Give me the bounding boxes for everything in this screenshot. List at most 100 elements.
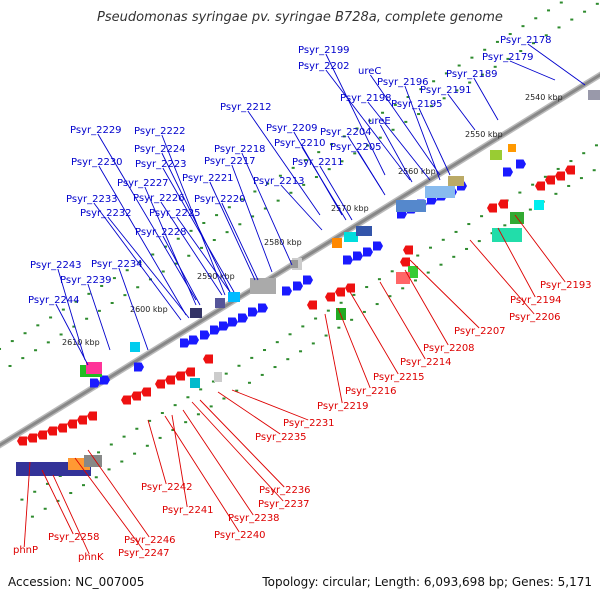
ruler-tick xyxy=(317,151,321,154)
ruler-tick xyxy=(240,198,244,201)
ruler-tick xyxy=(120,460,124,463)
ruler-tick xyxy=(196,413,200,416)
ruler-tick xyxy=(46,341,50,344)
ruler-tick xyxy=(250,356,254,359)
reverse-gene-arrow xyxy=(155,379,165,389)
forward-gene-arrow xyxy=(238,313,248,323)
gene-feature-block xyxy=(215,298,225,308)
ruler-tick xyxy=(109,443,113,446)
ruler-tick xyxy=(184,421,188,424)
ruler-tick xyxy=(138,261,142,264)
ruler-tick xyxy=(36,324,40,327)
forward-gene-arrow xyxy=(180,338,190,348)
forward-gene-label: Psyr_2191 xyxy=(420,85,472,96)
reverse-gene-arrow xyxy=(175,371,185,381)
reverse-leader-line xyxy=(199,399,285,488)
reverse-leader-line xyxy=(497,227,536,298)
reverse-gene-arrow xyxy=(141,387,151,397)
kbp-label: 2600 kbp xyxy=(130,305,168,314)
ruler-tick xyxy=(278,174,282,177)
reverse-gene-arrow xyxy=(165,375,175,385)
forward-leader-line xyxy=(107,216,190,319)
ruler-tick xyxy=(569,160,573,163)
ruler-tick xyxy=(87,292,91,295)
ruler-tick xyxy=(477,240,481,243)
ruler-tick xyxy=(100,284,104,287)
ruler-tick xyxy=(495,40,499,43)
ruler-tick xyxy=(467,223,471,226)
ruler-tick xyxy=(428,246,432,249)
ruler-tick xyxy=(148,419,152,422)
reverse-leader-line xyxy=(23,461,31,548)
forward-leader-line xyxy=(319,165,353,221)
gene-feature-block xyxy=(190,378,200,388)
reverse-leader-line xyxy=(87,449,150,538)
ruler-tick xyxy=(442,97,446,100)
ruler-tick xyxy=(390,270,394,273)
ruler-tick xyxy=(227,206,231,209)
ruler-tick xyxy=(224,372,228,375)
ruler-tick xyxy=(441,238,445,241)
ruler-tick xyxy=(393,103,397,106)
ruler-tick xyxy=(377,278,381,281)
kbp-label: 2610 kbp xyxy=(62,338,100,347)
forward-leader-line xyxy=(370,74,441,176)
reverse-gene-label: Psyr_2235 xyxy=(255,432,307,443)
ruler-tick xyxy=(413,279,417,282)
reverse-gene-label: Psyr_2258 xyxy=(48,532,100,543)
ruler-tick xyxy=(289,191,293,194)
ruler-tick xyxy=(480,73,484,76)
ruler-tick xyxy=(97,309,101,312)
ruler-tick xyxy=(314,176,318,179)
forward-gene-arrow xyxy=(90,378,100,388)
gene-feature-block xyxy=(492,228,522,242)
reverse-leader-line xyxy=(469,239,535,315)
ruler-tick xyxy=(21,357,25,360)
ruler-tick xyxy=(452,255,456,258)
ruler-tick xyxy=(211,380,215,383)
ruler-tick xyxy=(253,190,257,193)
forward-gene-label: Psyr_2225 xyxy=(149,208,201,219)
forward-gene-arrow xyxy=(373,241,383,251)
forward-gene-arrow xyxy=(228,317,238,327)
gene-feature-block xyxy=(86,362,102,374)
ruler-tick xyxy=(518,191,522,194)
ruler-tick xyxy=(225,231,229,234)
reverse-gene-label: Psyr_2206 xyxy=(509,312,561,323)
reverse-gene-arrow xyxy=(203,354,213,364)
forward-leader-line xyxy=(176,216,231,293)
ruler-tick xyxy=(291,166,295,169)
reverse-gene-label: Psyr_2207 xyxy=(454,326,506,337)
reverse-leader-line xyxy=(41,469,74,535)
reverse-leader-line xyxy=(171,414,188,508)
ruler-tick xyxy=(161,270,165,273)
ruler-tick xyxy=(61,308,65,311)
ruler-tick xyxy=(457,64,461,67)
forward-gene-label: Psyr_2195 xyxy=(391,99,443,110)
gene-feature-block xyxy=(408,266,418,278)
ruler-tick xyxy=(304,158,308,161)
ruler-tick xyxy=(23,332,27,335)
ruler-tick xyxy=(583,10,587,13)
reverse-gene-arrow xyxy=(77,415,87,425)
ruler-tick xyxy=(570,18,574,21)
ruler-tick xyxy=(439,263,443,266)
gene-feature-block xyxy=(356,226,372,236)
forward-leader-line xyxy=(473,77,499,121)
ruler-tick xyxy=(199,388,203,391)
reverse-gene-arrow xyxy=(27,433,37,443)
forward-leader-line xyxy=(87,283,111,351)
reverse-gene-label: Psyr_2208 xyxy=(423,343,475,354)
reverse-gene-label: phnK xyxy=(78,552,104,563)
ruler-tick xyxy=(45,482,49,485)
ruler-tick xyxy=(81,484,85,487)
forward-gene-label: Psyr_2224 xyxy=(134,144,186,155)
gene-feature-block xyxy=(490,150,502,160)
forward-leader-line xyxy=(380,124,413,183)
forward-gene-label: Psyr_2212 xyxy=(220,102,272,113)
reverse-leader-line xyxy=(191,401,284,502)
forward-gene-label: Psyr_2202 xyxy=(298,61,350,72)
reverse-gene-label: Psyr_2241 xyxy=(162,505,214,516)
reverse-leader-line xyxy=(379,281,426,360)
